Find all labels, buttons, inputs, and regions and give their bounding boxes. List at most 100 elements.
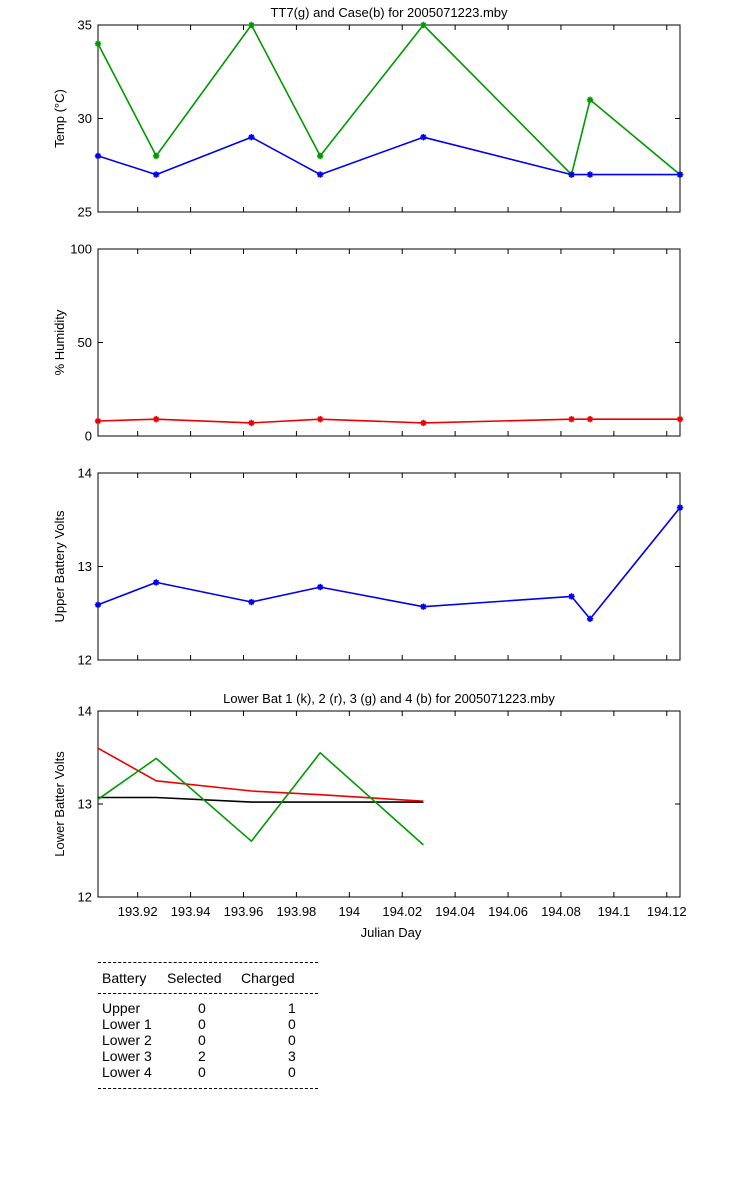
temp-y-axis-label: Temp (°C) bbox=[52, 89, 67, 148]
upper_battery-series-upper-point bbox=[586, 615, 594, 623]
x-tick-label: 194 bbox=[338, 904, 360, 919]
selected-value: 0 bbox=[198, 1064, 206, 1080]
charged-value: 0 bbox=[288, 1016, 296, 1032]
table-row: Lower 1 0 0 bbox=[98, 1016, 318, 1032]
header-charged: Charged bbox=[241, 970, 295, 986]
upper_battery-series-upper-point bbox=[94, 601, 102, 609]
upper_battery-series-upper-line bbox=[97, 507, 681, 620]
humidity-series-humidity-point bbox=[153, 415, 160, 423]
x-axis-label: Julian Day bbox=[361, 925, 422, 940]
temp-series-tt7-point bbox=[420, 21, 427, 29]
upper_battery-series-upper-point bbox=[248, 598, 255, 606]
humidity-series-humidity-point bbox=[420, 419, 427, 427]
temp-series-tt7-line bbox=[97, 24, 681, 176]
battery-name: Lower 2 bbox=[102, 1032, 152, 1048]
selected-value: 0 bbox=[198, 1032, 206, 1048]
temp-series-tt7-point bbox=[94, 40, 102, 47]
temp-y-tick-label: 35 bbox=[78, 18, 92, 33]
lower_battery-series-lower2-line bbox=[97, 747, 424, 802]
lower_battery-chart-title: Lower Bat 1 (k), 2 (r), 3 (g) and 4 (b) … bbox=[223, 691, 555, 706]
temp-series-tt7-point bbox=[586, 96, 594, 103]
humidity-series-humidity-point bbox=[676, 415, 684, 423]
temp-series-case-point bbox=[568, 171, 575, 178]
selected-value: 0 bbox=[198, 1000, 206, 1016]
x-tick-label: 194.12 bbox=[647, 904, 687, 919]
temp-chart-title: TT7(g) and Case(b) for 2005071223.mby bbox=[270, 5, 508, 20]
lower_battery-y-tick-label: 13 bbox=[78, 797, 92, 812]
charged-value: 0 bbox=[288, 1064, 296, 1080]
humidity-series-humidity-point bbox=[317, 415, 324, 423]
lower_battery-y-tick-label: 12 bbox=[78, 890, 92, 905]
table-divider-top bbox=[98, 962, 318, 963]
temp-plot-frame bbox=[97, 24, 681, 213]
temp-series-case-line bbox=[97, 136, 680, 176]
temp-series-tt7-point bbox=[248, 21, 255, 29]
table-body: Upper 0 1 Lower 1 0 0 Lower 2 0 0 Lower … bbox=[98, 1000, 318, 1080]
lower_battery-plot-frame bbox=[97, 710, 681, 898]
temp-series-case-point bbox=[153, 171, 160, 178]
upper_battery-plot-frame bbox=[97, 472, 681, 661]
upper_battery-series-upper-point bbox=[153, 579, 160, 586]
battery-name: Lower 1 bbox=[102, 1016, 152, 1032]
lower_battery-series-lower3-line bbox=[97, 751, 424, 846]
selected-value: 0 bbox=[198, 1016, 206, 1032]
header-battery: Battery bbox=[102, 970, 147, 986]
charged-value: 1 bbox=[288, 1000, 296, 1016]
x-tick-label: 194.06 bbox=[488, 904, 528, 919]
table-row: Lower 3 2 3 bbox=[98, 1048, 318, 1064]
x-tick-label: 194.08 bbox=[541, 904, 581, 919]
x-tick-label: 193.94 bbox=[171, 904, 211, 919]
battery-status-table: Battery Selected Charged Upper 0 1 Lower… bbox=[98, 962, 318, 1089]
humidity-plot-frame bbox=[97, 248, 681, 437]
upper_battery-series-upper-point bbox=[568, 593, 575, 600]
selected-value: 2 bbox=[198, 1048, 206, 1064]
x-tick-label: 193.98 bbox=[277, 904, 317, 919]
temp-series-case-point bbox=[420, 134, 427, 141]
humidity-series-humidity-point bbox=[94, 417, 102, 425]
temp-series-case-point bbox=[586, 171, 594, 178]
upper_battery-y-axis-label: Upper Battery Volts bbox=[52, 510, 67, 622]
humidity-y-axis-label: % Humidity bbox=[52, 309, 67, 375]
humidity-series-humidity-point bbox=[248, 419, 255, 427]
table-row: Lower 4 0 0 bbox=[98, 1064, 318, 1080]
upper_battery-series-upper-point bbox=[676, 504, 684, 511]
lower_battery-y-tick-label: 14 bbox=[78, 704, 92, 719]
table-divider-bottom bbox=[98, 1088, 318, 1089]
x-tick-label: 193.96 bbox=[224, 904, 264, 919]
temp-series-tt7-point bbox=[153, 152, 160, 160]
lower_battery-series-lower1-line bbox=[98, 796, 424, 803]
temp-series-case-point bbox=[317, 171, 324, 178]
x-tick-label: 194.1 bbox=[598, 904, 631, 919]
battery-name: Lower 4 bbox=[102, 1064, 152, 1080]
upper_battery-y-tick-label: 14 bbox=[78, 466, 92, 481]
temp-series-tt7-point bbox=[317, 152, 324, 160]
upper_battery-y-tick-label: 12 bbox=[78, 653, 92, 668]
x-tick-label: 193.92 bbox=[118, 904, 158, 919]
temp-series-case-point bbox=[676, 171, 684, 178]
upper_battery-y-tick-label: 13 bbox=[78, 559, 92, 574]
table-divider-middle bbox=[98, 993, 318, 994]
humidity-y-tick-label: 50 bbox=[78, 335, 92, 350]
header-selected: Selected bbox=[167, 970, 222, 986]
upper_battery-series-upper-point bbox=[420, 603, 427, 610]
humidity-y-tick-label: 0 bbox=[85, 429, 92, 444]
temp-series-case-point bbox=[94, 152, 102, 160]
humidity-series-humidity-point bbox=[586, 415, 594, 423]
temp-y-tick-label: 30 bbox=[78, 111, 92, 126]
humidity-series-humidity-point bbox=[568, 415, 575, 423]
table-row: Lower 2 0 0 bbox=[98, 1032, 318, 1048]
battery-name: Lower 3 bbox=[102, 1048, 152, 1064]
x-tick-label: 194.02 bbox=[382, 904, 422, 919]
table-row: Upper 0 1 bbox=[98, 1000, 318, 1016]
table-header-row: Battery Selected Charged bbox=[98, 967, 318, 989]
battery-name: Upper bbox=[102, 1000, 141, 1016]
temp-series-case-point bbox=[248, 134, 255, 141]
temp-y-tick-label: 25 bbox=[78, 205, 92, 220]
charged-value: 3 bbox=[288, 1048, 296, 1064]
charged-value: 0 bbox=[288, 1032, 296, 1048]
humidity-y-tick-label: 100 bbox=[70, 242, 92, 257]
upper_battery-series-upper-point bbox=[317, 583, 324, 591]
lower_battery-y-axis-label: Lower Batter Volts bbox=[52, 751, 67, 857]
x-tick-label: 194.04 bbox=[435, 904, 475, 919]
